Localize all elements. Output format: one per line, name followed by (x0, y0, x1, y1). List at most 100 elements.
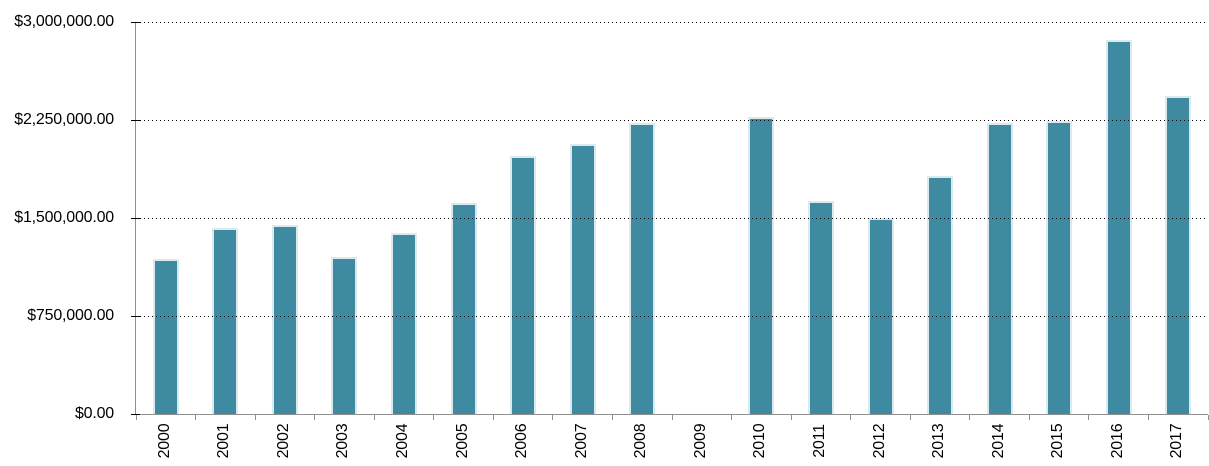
bar-2000 (152, 259, 179, 414)
bar-slot (196, 22, 256, 414)
bar-slot (613, 22, 673, 414)
bar-2005 (450, 203, 477, 414)
x-axis-label: 2005 (453, 423, 471, 459)
x-axis-label: 2011 (810, 424, 828, 458)
x-axis-tick (135, 415, 137, 420)
x-label-cell: 2015 (1028, 418, 1088, 464)
x-axis-label: 2016 (1108, 423, 1126, 459)
x-label-cell: 2008 (612, 418, 672, 464)
x-axis-label: 2002 (274, 423, 292, 459)
x-label-cell: 2000 (135, 418, 195, 464)
bar-2013 (927, 176, 954, 414)
x-label-cell: 2002 (254, 418, 314, 464)
bar-2008 (629, 123, 656, 414)
y-axis-tick (131, 120, 140, 121)
x-axis-tick (552, 415, 554, 420)
x-axis-tick (731, 415, 733, 420)
x-axis-label: 2015 (1049, 423, 1067, 459)
x-axis-label: 2000 (155, 423, 173, 459)
x-axis-label: 2003 (334, 423, 352, 459)
y-axis-tick (131, 316, 140, 317)
bar-2017 (1165, 95, 1192, 414)
bar-slot (553, 22, 613, 414)
x-axis-label: 2008 (632, 423, 650, 459)
x-axis-label: 2017 (1168, 423, 1186, 459)
x-label-cell: 2009 (671, 418, 731, 464)
y-axis-tick (131, 414, 140, 415)
y-axis-label: $3,000,000.00 (14, 13, 114, 30)
bar-slot (136, 22, 196, 414)
y-axis-tick (131, 218, 140, 219)
bar-2011 (807, 201, 834, 414)
x-axis: 2000 2001 2002 2003 2004 2005 2006 2007 2008 2009… (135, 418, 1207, 464)
bar-slot (910, 22, 970, 414)
x-axis-label: 2012 (870, 423, 888, 459)
x-axis-tick (492, 415, 494, 420)
bar-2004 (391, 233, 418, 414)
bar-2010 (748, 117, 775, 414)
bar-slot (791, 22, 851, 414)
x-axis-label: 2009 (691, 423, 709, 459)
bar-slot (1029, 22, 1089, 414)
x-axis-tick (195, 415, 197, 420)
bar-2003 (331, 257, 358, 414)
x-label-cell: 2010 (731, 418, 791, 464)
x-axis-label: 2007 (572, 423, 590, 459)
x-axis-tick (909, 415, 911, 420)
bar-slot (374, 22, 434, 414)
x-axis-tick (611, 415, 613, 420)
bar-slot (315, 22, 375, 414)
gridline (136, 316, 1208, 317)
bar-slot (493, 22, 553, 414)
x-label-cell: 2011 (790, 418, 850, 464)
bar-2001 (212, 227, 239, 414)
gridline (136, 120, 1208, 121)
bar-2007 (569, 144, 596, 414)
x-axis-tick (373, 415, 375, 420)
bar-slot (1149, 22, 1209, 414)
bar-2016 (1105, 40, 1132, 414)
gridline (136, 218, 1208, 219)
x-label-cell: 2003 (314, 418, 374, 464)
x-axis-label: 2004 (394, 423, 412, 459)
bar-slot (1089, 22, 1149, 414)
bar-2015 (1046, 121, 1073, 414)
bar-2006 (510, 155, 537, 414)
x-label-cell: 2012 (850, 418, 910, 464)
x-axis-tick (671, 415, 673, 420)
bar-slot (434, 22, 494, 414)
x-axis-tick (790, 415, 792, 420)
x-axis-tick (1088, 415, 1090, 420)
bars-container (136, 22, 1208, 414)
plot-area (131, 22, 1209, 420)
x-axis-label: 2013 (930, 423, 948, 459)
x-label-cell: 2016 (1088, 418, 1148, 464)
x-axis-tick (254, 415, 256, 420)
x-axis-tick (850, 415, 852, 420)
y-axis: $3,000,000.00 $2,250,000.00 $1,500,000.0… (0, 0, 114, 466)
x-axis-tick (1207, 415, 1209, 420)
y-axis-label: $1,500,000.00 (14, 209, 114, 226)
bar-slot (255, 22, 315, 414)
bar-2002 (271, 225, 298, 414)
y-axis-tick (131, 22, 140, 23)
x-axis-tick (969, 415, 971, 420)
x-label-cell: 2006 (492, 418, 552, 464)
x-axis-label: 2014 (989, 423, 1007, 459)
y-axis-label: $750,000.00 (27, 307, 114, 324)
x-label-cell: 2007 (552, 418, 612, 464)
x-label-cell: 2014 (969, 418, 1029, 464)
x-axis-label: 2001 (215, 423, 233, 459)
x-axis-tick (1028, 415, 1030, 420)
bar-2014 (986, 123, 1013, 414)
x-label-cell: 2001 (195, 418, 255, 464)
x-axis-label: 2010 (751, 423, 769, 459)
bar-slot (970, 22, 1030, 414)
bar-slot (732, 22, 792, 414)
x-axis-tick (314, 415, 316, 420)
x-axis-tick (1147, 415, 1149, 420)
x-label-cell: 2004 (373, 418, 433, 464)
x-axis-label: 2006 (513, 423, 531, 459)
x-label-cell: 2005 (433, 418, 493, 464)
